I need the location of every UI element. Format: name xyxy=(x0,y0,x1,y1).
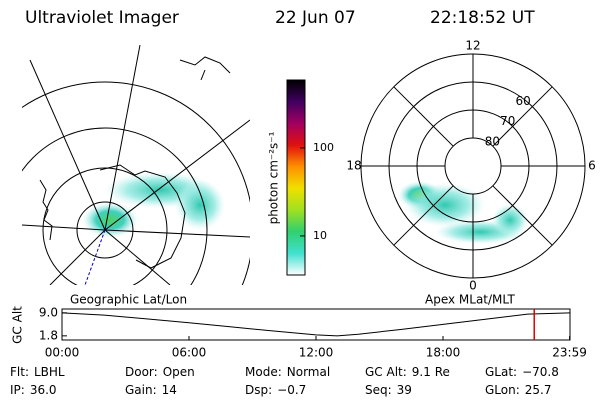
status-field: Seq: 39 xyxy=(365,383,412,397)
aurora xyxy=(82,202,138,238)
aurora xyxy=(405,183,485,227)
lat-circle xyxy=(388,81,558,251)
colorbar-fill xyxy=(286,79,306,276)
mlt-label: 12 xyxy=(465,39,480,53)
status-field: IP: 36.0 xyxy=(10,383,57,397)
mlt-label: 0 xyxy=(469,279,477,293)
status-field: Mode: Normal xyxy=(245,365,330,379)
tick-label: 10 xyxy=(313,229,327,242)
status-field: GLat: −70.8 xyxy=(485,365,559,379)
status-field: Gain: 14 xyxy=(125,383,177,397)
field-value: −70.8 xyxy=(522,365,559,379)
y-tick-label: 1.8 xyxy=(39,328,58,342)
status-field: Dsp: −0.7 xyxy=(245,383,306,397)
timeline: GC Alt 9.0 1.8 00:00 06:00 12:00 18:00 23:59 xyxy=(11,305,587,359)
field-value: 39 xyxy=(397,383,412,397)
tick-label: 100 xyxy=(313,141,334,154)
field-label: GLat: xyxy=(485,365,517,379)
geo-map xyxy=(22,45,250,285)
meridian xyxy=(393,86,454,147)
field-label: Dsp: xyxy=(245,383,272,397)
field-value: LBHL xyxy=(34,365,65,379)
field-label: Seq: xyxy=(365,383,392,397)
meridian xyxy=(492,185,553,246)
title: Ultraviolet Imager xyxy=(25,8,179,28)
y-tick-label: 9.0 xyxy=(39,305,58,319)
field-label: GC Alt: xyxy=(365,365,407,379)
meridian xyxy=(492,86,553,147)
field-label: Door: xyxy=(125,365,158,379)
lat-label: 60 xyxy=(516,94,531,108)
header: Ultraviolet Imager 22 Jun 07 22:18:52 UT xyxy=(25,8,535,28)
field-value: −0.7 xyxy=(277,383,306,397)
field-value: Open xyxy=(163,365,195,379)
grid xyxy=(22,45,250,285)
right-panel-label: Apex MLat/MLT xyxy=(425,293,515,307)
x-tick-label: 00:00 xyxy=(45,346,80,360)
aurora xyxy=(492,204,528,236)
x-tick-label: 18:00 xyxy=(426,346,461,360)
status-field: Door: Open xyxy=(125,365,195,379)
footer: Flt: LBHL Door: Open Mode: Normal GC Alt: 9.1 R… xyxy=(10,365,559,397)
lat-label: 70 xyxy=(500,114,515,128)
field-label: Gain: xyxy=(125,383,157,397)
field-value: Normal xyxy=(287,365,330,379)
time: 22:18:52 UT xyxy=(430,8,535,28)
date: 22 Jun 07 xyxy=(275,8,356,28)
field-value: 36.0 xyxy=(30,383,57,397)
mlt-label: 18 xyxy=(346,159,361,173)
altitude-line xyxy=(61,312,571,337)
field-label: Mode: xyxy=(245,365,282,379)
x-tick-label: 12:00 xyxy=(299,346,334,360)
lat-circle xyxy=(444,137,502,195)
status-field: Flt: LBHL xyxy=(10,365,65,379)
mlt-label: 6 xyxy=(588,159,596,173)
left-panel-label: Geographic Lat/Lon xyxy=(70,293,187,307)
status-field: GLon: 25.7 xyxy=(485,383,551,397)
field-label: GLon: xyxy=(485,383,520,397)
meridian xyxy=(393,185,454,246)
colorbar-label: photon cm⁻²s⁻¹ xyxy=(267,131,281,224)
field-label: IP: xyxy=(10,383,25,397)
lat-label: 80 xyxy=(485,134,500,148)
field-value: 25.7 xyxy=(525,383,552,397)
lat-circle xyxy=(416,109,530,223)
colorbar: photon cm⁻²s⁻¹ 10 100 xyxy=(267,79,334,276)
field-value: 14 xyxy=(162,383,177,397)
aurora xyxy=(175,180,225,230)
field-value: 9.1 Re xyxy=(412,365,450,379)
field-label: Flt: xyxy=(10,365,29,379)
x-tick-label: 06:00 xyxy=(172,346,207,360)
x-tick-label: 23:59 xyxy=(552,346,587,360)
status-field: GC Alt: 9.1 Re xyxy=(365,365,450,379)
y-axis-label: GC Alt xyxy=(11,306,25,344)
